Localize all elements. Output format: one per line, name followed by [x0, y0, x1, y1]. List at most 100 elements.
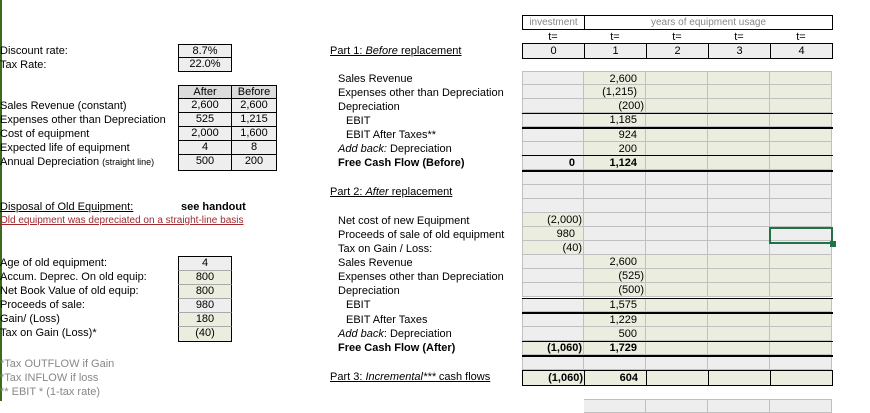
cell[interactable]	[522, 255, 584, 269]
cell[interactable]	[584, 171, 646, 185]
cell[interactable]	[522, 283, 584, 297]
cell[interactable]	[708, 341, 770, 355]
period-2[interactable]: 2	[646, 43, 709, 59]
cell[interactable]	[646, 356, 708, 370]
cell[interactable]	[708, 171, 770, 185]
incremental-t2[interactable]	[646, 370, 709, 386]
years-header[interactable]: years of equipment usage	[584, 15, 833, 30]
cell[interactable]	[584, 213, 646, 227]
discount-rate-cell[interactable]: 8.7%	[178, 44, 232, 58]
cell[interactable]	[522, 71, 584, 85]
cell[interactable]: (200)	[584, 99, 646, 113]
cell[interactable]: 2,600	[584, 71, 646, 85]
cell[interactable]	[770, 99, 832, 113]
cell[interactable]	[522, 142, 584, 156]
cell[interactable]	[708, 128, 770, 142]
cell[interactable]	[646, 399, 708, 413]
cell[interactable]	[522, 298, 584, 312]
cell[interactable]	[708, 356, 770, 370]
cell[interactable]	[770, 298, 832, 312]
cell[interactable]	[708, 142, 770, 156]
cell[interactable]	[522, 327, 584, 341]
cell[interactable]	[770, 313, 832, 327]
cell[interactable]: 980	[522, 227, 584, 241]
cell[interactable]	[770, 128, 832, 142]
cell[interactable]	[770, 341, 832, 355]
after-header[interactable]: After	[178, 85, 232, 99]
cell[interactable]	[522, 128, 584, 142]
after-value[interactable]: 4	[178, 140, 232, 155]
cell[interactable]	[646, 199, 708, 213]
cell[interactable]	[646, 185, 708, 199]
cell[interactable]	[646, 71, 708, 85]
cell[interactable]	[708, 99, 770, 113]
cell[interactable]: (2,000)	[522, 213, 584, 227]
cell[interactable]	[646, 269, 708, 283]
cell[interactable]	[708, 255, 770, 269]
disposal-value[interactable]: 800	[178, 270, 232, 284]
cell[interactable]	[770, 399, 832, 413]
cell[interactable]: 1,575	[584, 298, 646, 312]
cell[interactable]	[522, 171, 584, 185]
cell[interactable]	[708, 199, 770, 213]
cell[interactable]	[522, 199, 584, 213]
after-value[interactable]: 2,600	[178, 98, 232, 113]
cell[interactable]	[584, 356, 646, 370]
cell[interactable]	[770, 213, 832, 227]
cell[interactable]	[646, 341, 708, 355]
cell[interactable]	[708, 156, 770, 170]
cell[interactable]	[522, 99, 584, 113]
fcf-before-t1[interactable]: 1,124	[584, 156, 646, 170]
disposal-value[interactable]: 4	[178, 256, 232, 270]
cell[interactable]	[770, 356, 832, 370]
cell[interactable]	[522, 113, 584, 127]
cell[interactable]: (500)	[584, 283, 646, 297]
cell[interactable]: (525)	[584, 269, 646, 283]
cell[interactable]	[522, 85, 584, 99]
incremental-t3[interactable]	[708, 370, 771, 386]
disposal-value[interactable]: (40)	[178, 326, 232, 342]
cell[interactable]	[708, 241, 770, 255]
cell[interactable]	[770, 283, 832, 297]
fcf-before-t0[interactable]: 0	[522, 156, 584, 170]
incremental-t0[interactable]: (1,060)	[522, 370, 585, 386]
cell[interactable]	[708, 283, 770, 297]
disposal-value[interactable]: 980	[178, 298, 232, 312]
period-4[interactable]: 4	[770, 43, 833, 59]
straight-line-note[interactable]: Old equipment was depreciated on a strai…	[0, 215, 244, 226]
cell[interactable]	[646, 171, 708, 185]
cell[interactable]	[584, 185, 646, 199]
cell[interactable]	[646, 156, 708, 170]
cell[interactable]	[708, 313, 770, 327]
cell[interactable]	[770, 255, 832, 269]
before-value[interactable]: 2,600	[231, 98, 277, 113]
cell[interactable]	[646, 283, 708, 297]
cell[interactable]: 1,229	[584, 313, 646, 327]
cell[interactable]	[708, 85, 770, 99]
cell[interactable]	[770, 71, 832, 85]
after-value[interactable]: 2,000	[178, 126, 232, 141]
cell[interactable]	[770, 327, 832, 341]
cell[interactable]	[708, 269, 770, 283]
cell[interactable]	[770, 156, 832, 170]
cell[interactable]	[522, 269, 584, 283]
investment-header[interactable]: investment	[522, 15, 585, 30]
cell[interactable]	[646, 85, 708, 99]
cell[interactable]	[522, 185, 584, 199]
tax-rate-cell[interactable]: 22.0%	[178, 57, 232, 72]
cell[interactable]	[584, 227, 646, 241]
cell[interactable]: 500	[584, 327, 646, 341]
cell[interactable]	[708, 113, 770, 127]
cell[interactable]	[522, 356, 584, 370]
cell[interactable]	[522, 313, 584, 327]
cell[interactable]	[708, 327, 770, 341]
after-value[interactable]: 525	[178, 112, 232, 127]
incremental-t4[interactable]	[770, 370, 833, 386]
cell[interactable]	[584, 199, 646, 213]
cell[interactable]: (1,215)	[584, 85, 646, 99]
cell[interactable]	[584, 241, 646, 255]
cell[interactable]	[646, 327, 708, 341]
cell[interactable]: 200	[584, 142, 646, 156]
cell[interactable]	[770, 113, 832, 127]
cell[interactable]	[708, 185, 770, 199]
